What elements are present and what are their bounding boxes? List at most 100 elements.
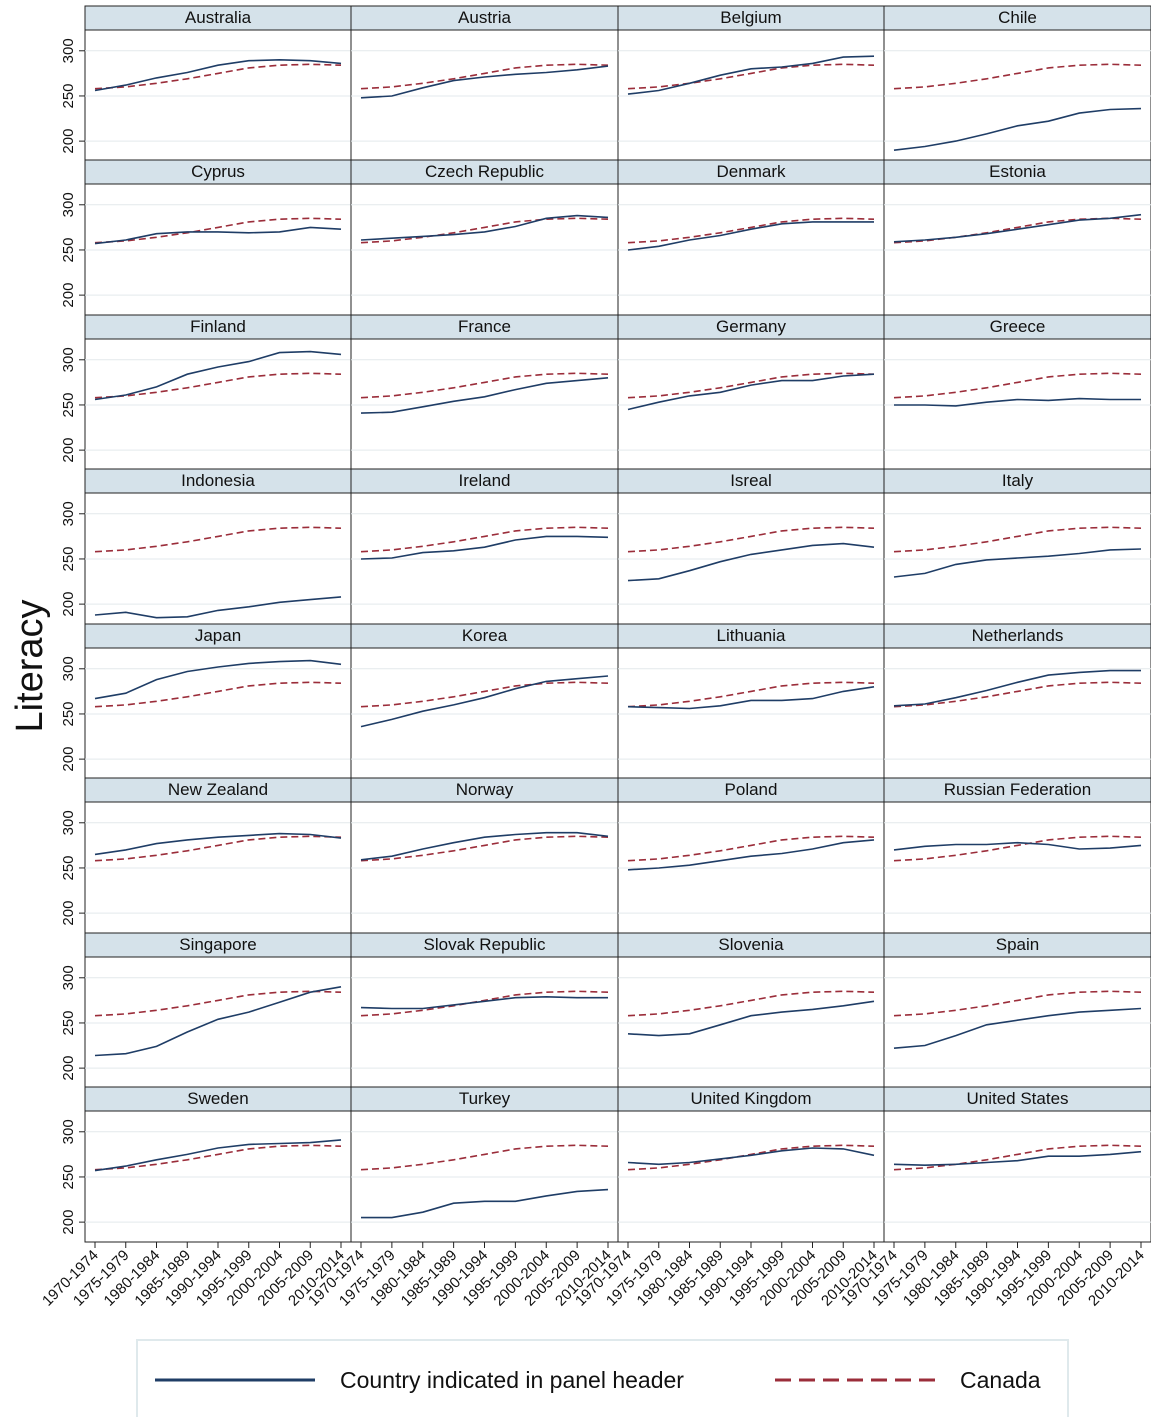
country-series-line-isreal: [627, 542, 875, 582]
canada-series-line: [627, 990, 875, 1017]
canada-series-line: [893, 681, 1142, 708]
y-axis-label: Literacy: [9, 599, 51, 732]
panel-turkey: Turkey: [350, 1086, 619, 1243]
canada-series-line: [627, 217, 875, 244]
canada-series-line: [360, 217, 609, 244]
country-series-line-united-states: [893, 1150, 1142, 1167]
panel-isreal: Isreal: [617, 468, 885, 625]
country-series-line-korea: [360, 675, 609, 728]
panel-slovenia: Slovenia: [617, 932, 885, 1089]
canada-series-line: [893, 1144, 1142, 1171]
panel-title: Denmark: [717, 162, 786, 181]
panel-title: Lithuania: [716, 626, 786, 645]
panel-strip: [84, 623, 352, 649]
panel-sweden: Sweden: [84, 1086, 352, 1243]
panel-title: Russian Federation: [944, 780, 1091, 799]
panel-strip: [350, 623, 619, 649]
canada-series-line: [627, 681, 875, 708]
canada-series-line: [94, 681, 342, 708]
y-tick-label: 300: [60, 192, 77, 217]
panel-title: United Kingdom: [691, 1089, 812, 1108]
canada-series-line: [627, 372, 875, 399]
panel-title: Netherlands: [972, 626, 1064, 645]
y-tick-label: 200: [60, 901, 77, 926]
panel-title: Ireland: [459, 471, 511, 490]
canada-series-line: [360, 372, 609, 399]
country-series-line-norway: [360, 831, 609, 861]
panel-denmark: Denmark: [617, 159, 885, 316]
country-series-line-russian-federation: [893, 841, 1142, 851]
country-series-line-netherlands: [893, 669, 1141, 707]
panel-australia: Australia: [84, 5, 352, 162]
y-tick-label: 250: [60, 392, 77, 417]
panel-united-states: United States: [883, 1086, 1151, 1243]
panel-spain: Spain: [883, 932, 1151, 1089]
panel-title: Australia: [185, 8, 252, 27]
panel-ireland: Ireland: [350, 468, 619, 625]
country-series-line-austria: [360, 65, 609, 99]
panel-czech-republic: Czech Republic: [350, 159, 619, 316]
panel-strip: [84, 314, 352, 340]
panel-strip: [350, 932, 619, 958]
panel-finland: Finland: [84, 314, 352, 471]
panel-title: Czech Republic: [425, 162, 545, 181]
y-tick-label: 300: [60, 347, 77, 372]
panel-title: Slovak Republic: [424, 935, 546, 954]
panel-title: France: [458, 317, 511, 336]
y-tick-label: 200: [60, 1056, 77, 1081]
panel-title: Sweden: [187, 1089, 248, 1108]
country-series-line-sweden: [94, 1139, 342, 1172]
panel-slovak-republic: Slovak Republic: [350, 932, 619, 1089]
panel-title: Singapore: [179, 935, 257, 954]
canada-series-line: [94, 526, 342, 553]
panel-title: Italy: [1002, 471, 1034, 490]
panel-singapore: Singapore: [84, 932, 352, 1089]
y-tick-label: 200: [60, 438, 77, 463]
panel-title: Finland: [190, 317, 246, 336]
panel-strip: [350, 468, 619, 494]
panel-strip: [84, 159, 352, 185]
panel-title: Belgium: [720, 8, 781, 27]
y-tick-label: 250: [60, 1010, 77, 1035]
panel-estonia: Estonia: [883, 159, 1151, 316]
panel-belgium: Belgium: [617, 5, 885, 162]
canada-series-line: [360, 681, 609, 708]
panel-strip: [617, 314, 885, 340]
country-series-line-japan: [94, 659, 342, 700]
y-tick-label: 200: [60, 129, 77, 154]
country-series-line-new-zealand: [94, 832, 342, 856]
canada-series-line: [893, 835, 1142, 862]
canada-series-line: [893, 63, 1142, 90]
country-series-line-slovenia: [627, 1000, 875, 1037]
panel-france: France: [350, 314, 619, 471]
country-series-line-denmark: [627, 221, 874, 251]
canada-series-line: [94, 1144, 342, 1171]
panel-title: Estonia: [989, 162, 1046, 181]
y-tick-label: 300: [60, 810, 77, 835]
country-series-line-poland: [627, 839, 875, 871]
panel-title: Slovenia: [718, 935, 784, 954]
panel-cyprus: Cyprus: [84, 159, 352, 316]
canada-series-line: [360, 526, 609, 553]
panel-strip: [883, 932, 1151, 958]
panel-italy: Italy: [883, 468, 1151, 625]
panel-title: Cyprus: [191, 162, 245, 181]
canada-series-line: [94, 63, 342, 90]
country-series-line-belgium: [627, 55, 875, 95]
panel-lithuania: Lithuania: [617, 623, 885, 780]
y-tick-label: 250: [60, 1164, 77, 1189]
canada-series-line: [360, 835, 609, 862]
y-tick-label: 300: [60, 1119, 77, 1144]
panel-title: Poland: [725, 780, 778, 799]
canada-series-line: [627, 526, 875, 553]
country-series-line-australia: [94, 58, 342, 92]
country-series-line-slovak-republic: [360, 995, 608, 1010]
country-series-line-cyprus: [94, 226, 342, 245]
canada-series-line: [627, 835, 875, 862]
panel-strip: [883, 314, 1151, 340]
panel-netherlands: Netherlands: [883, 623, 1151, 780]
country-series-line-chile: [893, 107, 1142, 151]
panel-title: Japan: [195, 626, 241, 645]
country-series-line-estonia: [893, 213, 1142, 243]
